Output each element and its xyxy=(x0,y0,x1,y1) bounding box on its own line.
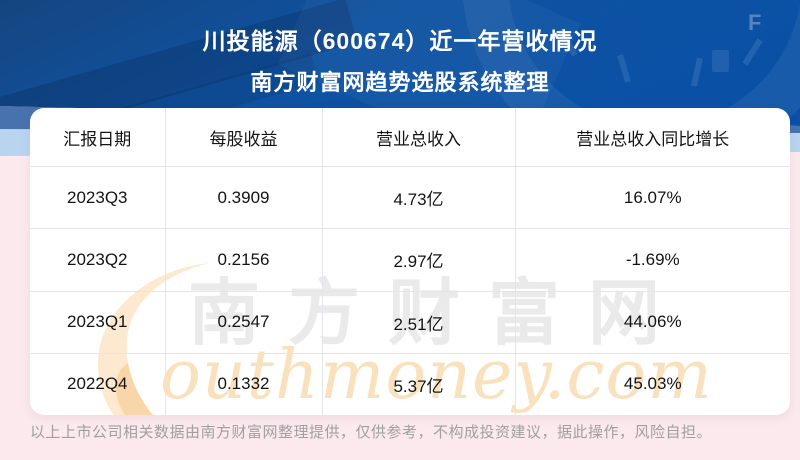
gauge-tick xyxy=(742,38,763,66)
gauge-tick xyxy=(617,54,631,83)
table-row: 2023Q3 0.3909 4.73亿 16.07% xyxy=(30,165,790,229)
table-row: 2023Q2 0.2156 2.97亿 -1.69% xyxy=(30,228,790,291)
cell-eps: 0.2547 xyxy=(164,290,322,354)
gauge-tick xyxy=(557,28,578,57)
cell-revenue: 2.51亿 xyxy=(321,290,515,354)
cell-revenue: 2.97亿 xyxy=(321,228,515,291)
cell-revenue: 5.37亿 xyxy=(321,352,515,415)
cell-report-date: 2022Q4 xyxy=(30,352,165,415)
column-header-eps: 每股收益 xyxy=(164,108,322,167)
gauge-letter-f: F xyxy=(748,10,761,35)
table-row: 2023Q1 0.2547 2.51亿 44.06% xyxy=(30,290,790,354)
cell-report-date: 2023Q3 xyxy=(30,165,165,229)
column-header-revenue: 营业总收入 xyxy=(321,108,515,167)
column-header-yoy-growth: 营业总收入同比增长 xyxy=(514,108,790,167)
disclaimer-text: 以上上市公司相关数据由南方财富网整理提供，仅供参考，不构成投资建议，据此操作，风… xyxy=(30,424,713,441)
cell-revenue: 4.73亿 xyxy=(321,165,515,229)
cell-eps: 0.2156 xyxy=(164,228,322,291)
table-row: 2022Q4 0.1332 5.37亿 45.03% xyxy=(30,352,790,415)
cell-yoy-growth: 16.07% xyxy=(514,165,790,229)
column-header-report-date: 汇报日期 xyxy=(63,129,132,149)
page-header: 川投能源（600674）近一年营收情况 南方财富网趋势选股系统整理 xyxy=(0,0,800,97)
data-table-card: 南方财富网 outhmoney.com 汇报日期 每股收益 营业总收入 营业总收… xyxy=(30,108,790,415)
cell-eps: 0.3909 xyxy=(164,165,322,229)
gauge-tick xyxy=(691,57,703,87)
fuel-pump-icon xyxy=(712,50,729,72)
cell-yoy-growth: 44.06% xyxy=(514,290,790,354)
page-title: 川投能源（600674）近一年营收情况 xyxy=(202,28,598,54)
page-subtitle: 南方财富网趋势选股系统整理 xyxy=(250,70,550,95)
header-banner xyxy=(0,0,800,126)
cell-report-date: 2023Q2 xyxy=(30,228,165,291)
cell-yoy-growth: -1.69% xyxy=(514,228,790,291)
cell-report-date: 2023Q1 xyxy=(30,290,165,354)
cell-yoy-growth: 45.03% xyxy=(514,352,790,415)
cell-eps: 0.1332 xyxy=(164,352,322,415)
revenue-table: 汇报日期 每股收益 营业总收入 营业总收入同比增长 2023Q3 0.3909 … xyxy=(30,108,790,415)
table-header-row: 汇报日期 每股收益 营业总收入 营业总收入同比增长 xyxy=(30,108,790,167)
